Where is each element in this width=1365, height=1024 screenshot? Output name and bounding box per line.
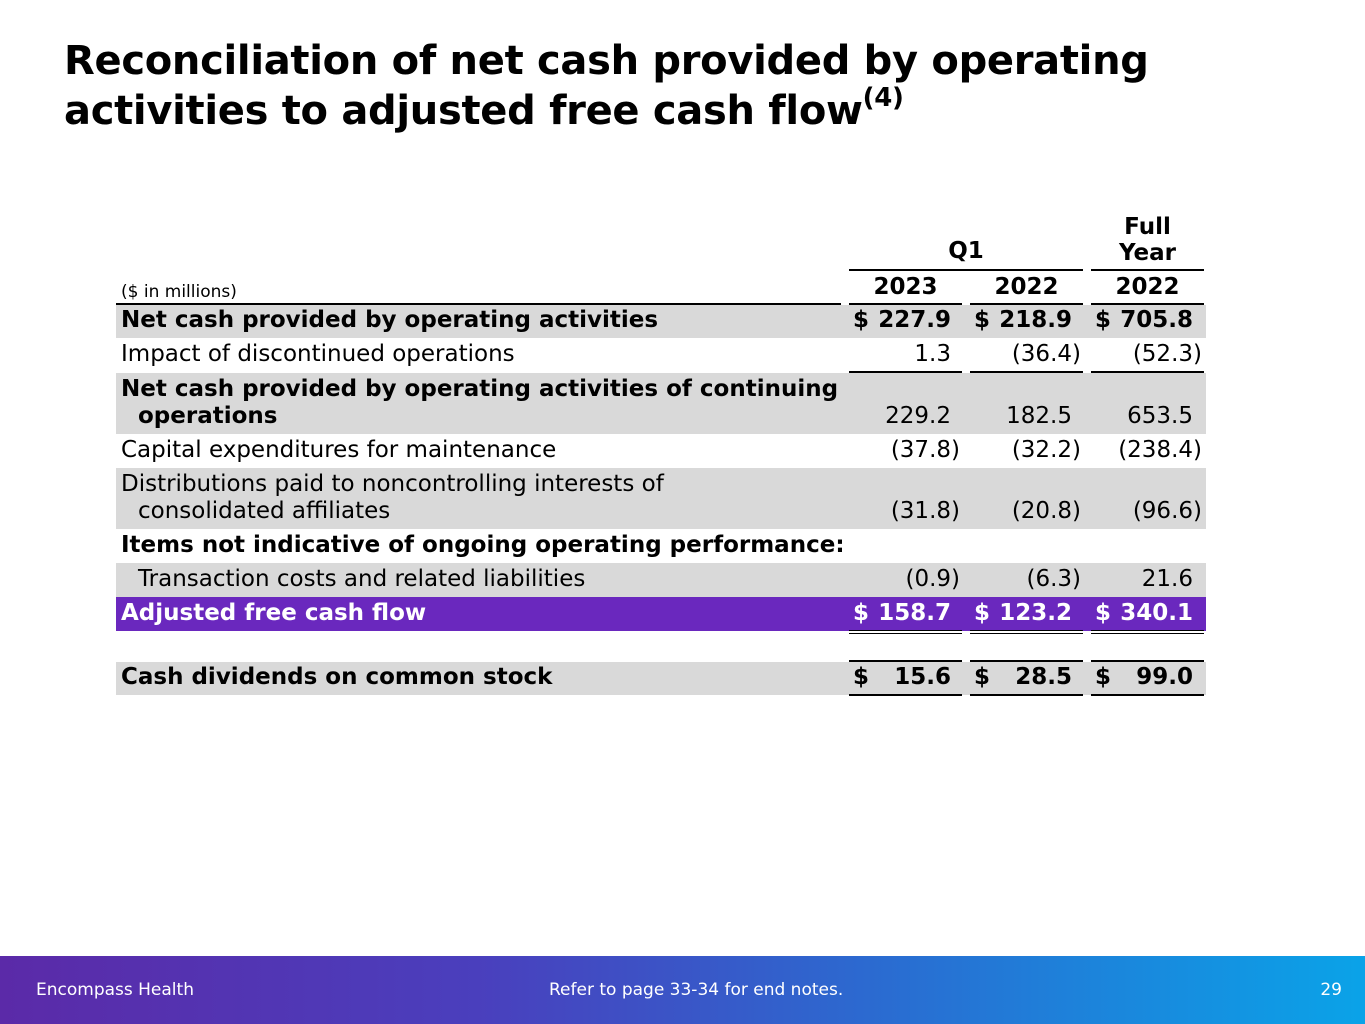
row-value: $218.9 [974, 307, 1072, 333]
header-year-2023: 2023 [873, 274, 938, 300]
table-row: Distributions paid to noncontrolling int… [116, 468, 1206, 529]
col2-header-rule [970, 303, 1083, 305]
dividend-top-rule [849, 660, 962, 662]
total-double-rule [970, 630, 1083, 634]
row-value: (20.8) [1011, 498, 1081, 524]
row-value: (31.8) [890, 498, 960, 524]
dividend-top-rule [1091, 660, 1204, 662]
table-row: Net cash provided by operating activitie… [116, 373, 1206, 434]
row-value: $28.5 [974, 664, 1072, 690]
dividend-bottom-rule [1091, 694, 1204, 696]
row-value: $705.8 [1095, 307, 1193, 333]
row-label: Net cash provided by operating activitie… [121, 376, 839, 429]
total-double-rule [849, 630, 962, 634]
row-value: (36.4) [1011, 341, 1081, 367]
title-line-2: activities to adjusted free cash flow(4) [64, 83, 1264, 136]
footer-brand: Encompass Health [36, 980, 194, 1000]
dividend-bottom-rule [849, 694, 962, 696]
table-row: Impact of discontinued operations 1.3 (3… [116, 338, 1206, 372]
row-label: Net cash provided by operating activitie… [121, 307, 659, 333]
row-value: 653.5 [1127, 403, 1193, 429]
total-double-rule [1091, 630, 1204, 634]
units-label: ($ in millions) [121, 282, 237, 302]
row-value: $123.2 [974, 600, 1072, 626]
title-footnote-ref: (4) [862, 83, 904, 113]
col1-header-rule [849, 303, 962, 305]
full-year-rule [1091, 269, 1204, 271]
label-header-rule [116, 303, 841, 305]
subtotal-rule [1091, 371, 1204, 373]
row-label: Impact of discontinued operations [121, 341, 515, 367]
row-label: Adjusted free cash flow [121, 600, 427, 626]
row-label: Distributions paid to noncontrolling int… [121, 471, 664, 524]
row-value: $99.0 [1095, 664, 1193, 690]
row-value: (238.4) [1118, 437, 1202, 463]
q1-rule [849, 269, 1083, 271]
row-value: $15.6 [853, 664, 951, 690]
row-value: 229.2 [885, 403, 951, 429]
title-line-1: Reconciliation of net cash provided by o… [64, 38, 1149, 84]
row-value: 1.3 [914, 341, 951, 367]
table-row: Capital expenditures for maintenance (37… [116, 434, 1206, 468]
row-label: Cash dividends on common stock [121, 664, 553, 690]
row-value: (52.3) [1132, 341, 1202, 367]
row-value: (6.3) [1026, 566, 1081, 592]
row-value: (0.9) [905, 566, 960, 592]
dividend-top-rule [970, 660, 1083, 662]
page-title: Reconciliation of net cash provided by o… [64, 36, 1264, 136]
footer-endnote-reference: Refer to page 33-34 for end notes. [549, 980, 844, 1000]
footer-bar: Encompass Health Refer to page 33-34 for… [0, 956, 1365, 1024]
table-row: Cash dividends on common stock $15.6 $28… [116, 662, 1206, 695]
table-row-highlight: Adjusted free cash flow $158.7 $123.2 $3… [116, 597, 1206, 631]
header-q1: Q1 [948, 238, 984, 264]
row-label: Items not indicative of ongoing operatin… [121, 532, 845, 558]
row-value: (32.2) [1011, 437, 1081, 463]
row-value: $158.7 [853, 600, 951, 626]
row-label: Capital expenditures for maintenance [121, 437, 557, 463]
row-value: (37.8) [890, 437, 960, 463]
table-section-header: Items not indicative of ongoing operatin… [116, 529, 1206, 563]
table-row: Transaction costs and related liabilitie… [116, 563, 1206, 597]
row-value: 182.5 [1006, 403, 1072, 429]
row-label: Transaction costs and related liabilitie… [138, 566, 586, 592]
title-line-2-text: activities to adjusted free cash flow [64, 88, 863, 134]
row-value: $340.1 [1095, 600, 1193, 626]
subtotal-rule [970, 371, 1083, 373]
header-year-2022-q1: 2022 [994, 274, 1059, 300]
header-year: Year [1118, 240, 1176, 266]
row-value: $227.9 [853, 307, 951, 333]
header-year-2022-fy: 2022 [1115, 274, 1180, 300]
col3-header-rule [1091, 303, 1204, 305]
table-row: Net cash provided by operating activitie… [116, 305, 1206, 338]
row-value: (96.6) [1132, 498, 1202, 524]
header-full: Full [1124, 214, 1171, 240]
dividend-bottom-rule [970, 694, 1083, 696]
row-value: 21.6 [1141, 566, 1193, 592]
subtotal-rule [849, 371, 962, 373]
page-number: 29 [1320, 980, 1342, 1000]
header-full-year: Full Year [1091, 214, 1204, 266]
